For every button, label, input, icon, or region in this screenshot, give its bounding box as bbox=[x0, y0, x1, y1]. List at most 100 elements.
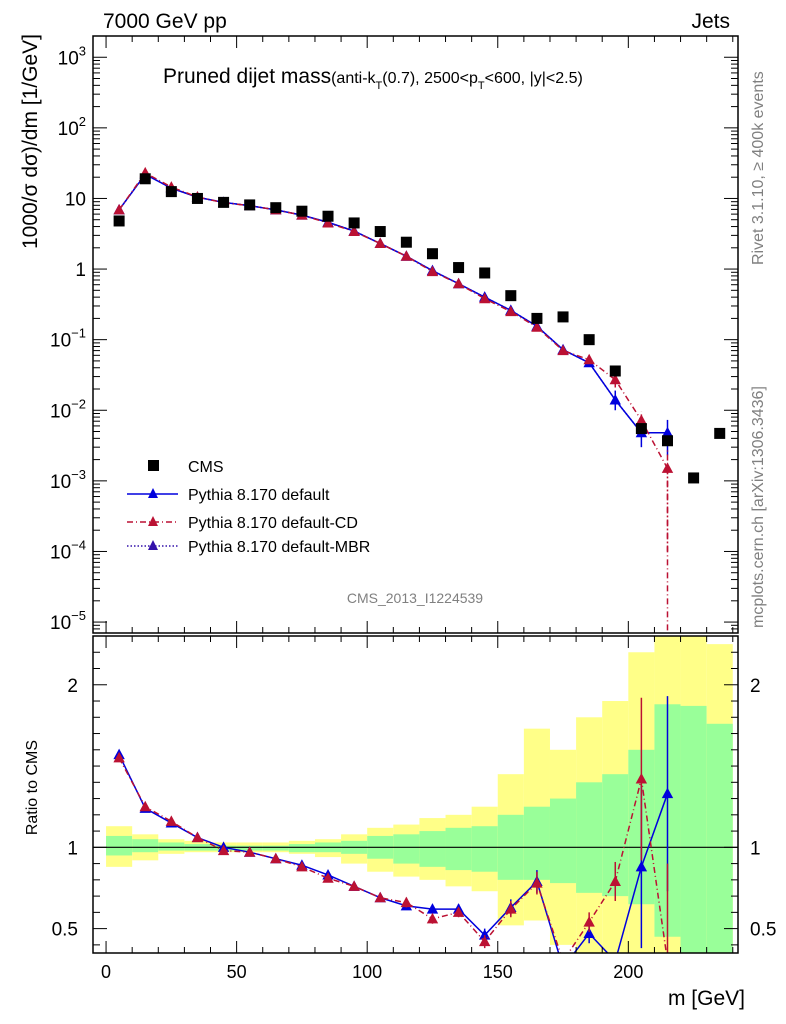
ratio-marker bbox=[557, 962, 568, 973]
ratio-marker bbox=[609, 875, 621, 886]
series-marker bbox=[322, 216, 334, 228]
ratio-marker bbox=[165, 815, 178, 826]
cms-data-point bbox=[635, 423, 647, 435]
cms-data-point bbox=[661, 435, 673, 447]
y-tick-label: 10−2 bbox=[50, 396, 86, 422]
ratio-band-green bbox=[158, 842, 185, 851]
ratio-plot-marks bbox=[113, 696, 674, 973]
legend-label-default: Pythia 8.170 default bbox=[188, 487, 330, 504]
axes: 0 50 100 150 20010310210110−110−210−310−410−… bbox=[50, 35, 776, 982]
ratio-marker bbox=[374, 891, 386, 903]
ratio-band-green bbox=[132, 839, 159, 853]
ratio-marker bbox=[531, 877, 543, 888]
series-marker bbox=[635, 414, 648, 425]
cms-data-point bbox=[531, 312, 543, 324]
main-frame bbox=[92, 35, 739, 634]
ratio-band-green bbox=[523, 806, 550, 880]
ratio-marker bbox=[139, 800, 151, 812]
x-tick-label: 200 bbox=[613, 962, 643, 982]
cms-data-point bbox=[165, 186, 177, 198]
ratio-tick-label-right: 2 bbox=[750, 676, 761, 697]
ratio-marker bbox=[113, 751, 125, 763]
chart-title: Pruned dijet mass(anti-kT(0.7), 2500<pT<… bbox=[163, 65, 583, 92]
ratio-tick-label-left: 0.5 bbox=[52, 920, 78, 941]
cms-data-point bbox=[583, 334, 595, 346]
series-marker bbox=[348, 225, 360, 237]
cms-data-point bbox=[322, 210, 334, 222]
legend-marker-cms bbox=[148, 460, 159, 471]
legend-marker-default bbox=[148, 488, 158, 498]
y-tick-label: 10 bbox=[65, 189, 86, 210]
series-marker bbox=[452, 277, 465, 289]
ratio-marker bbox=[348, 880, 360, 891]
ratio-marker bbox=[505, 903, 517, 914]
y-tick-label: 10−1 bbox=[50, 326, 86, 352]
series-marker bbox=[426, 265, 439, 277]
ratio-band-green bbox=[576, 782, 603, 893]
cms-data-point bbox=[426, 248, 438, 260]
y-tick-label: 10−4 bbox=[50, 537, 86, 563]
ratio-marker bbox=[557, 955, 568, 966]
title-detail-suffix: <600, |y|<2.5) bbox=[485, 70, 583, 87]
y-tick-label: 103 bbox=[58, 43, 86, 69]
title-detail-prefix: (anti-k bbox=[331, 70, 376, 87]
title-sub-1: T bbox=[376, 80, 383, 92]
y-tick-label: 102 bbox=[58, 114, 86, 140]
ratio-marker bbox=[661, 787, 674, 799]
series-marker bbox=[374, 237, 386, 249]
ratio-marker bbox=[583, 927, 595, 938]
cms-data-point bbox=[479, 267, 491, 279]
y-tick-label: 10−3 bbox=[50, 467, 86, 493]
legend-marker-mbr bbox=[148, 540, 158, 550]
ratio-band-green bbox=[445, 827, 472, 871]
ratio-marker bbox=[635, 860, 648, 872]
cms-data-point bbox=[270, 202, 282, 214]
ratio-band-green bbox=[393, 834, 420, 864]
ratio-marker bbox=[479, 935, 491, 947]
ratio-line-2 bbox=[118, 757, 668, 953]
ratio-marker bbox=[426, 912, 439, 924]
ratio-tick-label-left: 2 bbox=[67, 676, 78, 697]
y-tick-label: 1 bbox=[75, 260, 86, 281]
header-energy: 7000 GeV pp bbox=[103, 10, 227, 33]
series-marker bbox=[531, 321, 543, 332]
x-tick-label: 100 bbox=[352, 962, 382, 982]
cms-data-point bbox=[139, 173, 151, 185]
main-plot-marks bbox=[113, 166, 726, 633]
series-marker bbox=[505, 305, 517, 317]
ratio-y-axis-label: Ratio to CMS bbox=[24, 740, 41, 835]
series-line-3 bbox=[118, 173, 668, 434]
ratio-band-green bbox=[680, 705, 707, 953]
ratio-tick-label-left: 1 bbox=[67, 838, 78, 859]
y-axis-label: 1000/σ dσ)/dm [1/GeV] bbox=[19, 34, 42, 249]
ratio-marker bbox=[322, 872, 334, 883]
header-jets: Jets bbox=[691, 10, 730, 33]
ratio-band-green bbox=[471, 826, 498, 872]
legend-label-cms: CMS bbox=[188, 459, 224, 476]
ratio-marker bbox=[243, 846, 256, 857]
ratio-marker bbox=[296, 860, 308, 872]
cms-data-point bbox=[113, 215, 125, 227]
cms-data-point bbox=[609, 365, 621, 377]
cms-data-point bbox=[557, 311, 569, 323]
cms-data-point bbox=[218, 196, 230, 208]
ratio-band-green bbox=[706, 723, 733, 953]
ratio-marker bbox=[400, 896, 413, 908]
mcplots-label: mcplots.cern.ch [arXiv:1306.3436] bbox=[750, 386, 767, 628]
x-tick-label: 0 bbox=[101, 962, 111, 982]
ratio-band-green bbox=[106, 835, 133, 856]
analysis-watermark: CMS_2013_I1224539 bbox=[347, 590, 483, 606]
cms-data-point bbox=[374, 226, 386, 238]
ratio-tick-label-right: 1 bbox=[750, 838, 761, 859]
x-axis-label: m [GeV] bbox=[668, 987, 745, 1010]
series-marker bbox=[661, 462, 674, 473]
ratio-band-green bbox=[262, 845, 289, 851]
legend-label-mbr: Pythia 8.170 default-MBR bbox=[188, 539, 370, 556]
series-marker bbox=[609, 373, 621, 385]
ratio-band-green bbox=[288, 844, 315, 853]
series-line-1 bbox=[118, 173, 668, 434]
ratio-band-green bbox=[549, 798, 577, 884]
cms-data-point bbox=[400, 236, 412, 248]
ratio-tick-label-right: 0.5 bbox=[750, 920, 776, 941]
